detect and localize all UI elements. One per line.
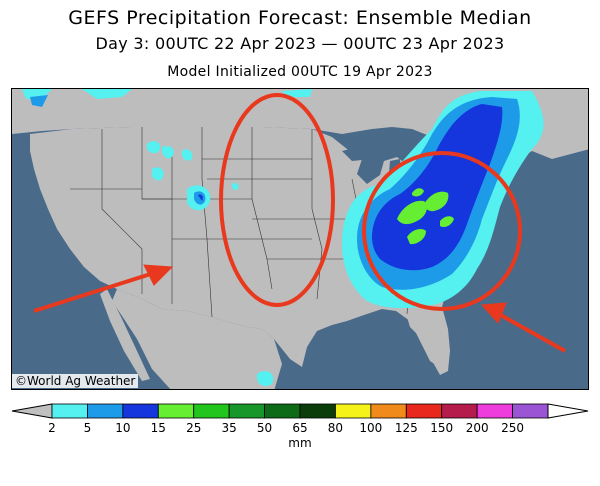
colorbar-swatch	[193, 403, 230, 419]
colorbar-under-triangle	[11, 403, 53, 419]
colorbar-unit: mm	[288, 436, 312, 450]
colorbar-tick-label: 80	[327, 421, 344, 435]
colorbar-swatch	[335, 403, 372, 419]
precipitation-shading	[22, 89, 544, 387]
mexico-land	[112, 289, 282, 389]
florida	[407, 313, 450, 375]
colorbar-swatch	[441, 403, 478, 419]
lake-superior	[342, 141, 407, 161]
highlight-oval-east	[362, 151, 522, 311]
colorbar-swatch	[405, 403, 443, 419]
highlight-oval-plains	[219, 93, 335, 307]
colorbar-swatch	[51, 403, 88, 419]
colorbar-swatch	[157, 403, 195, 419]
baja-peninsula	[100, 289, 150, 381]
colorbar-tick-label: 250	[501, 421, 525, 435]
colorbar-swatch	[87, 403, 124, 419]
colorbar-swatch	[299, 403, 336, 419]
canada-land	[12, 89, 588, 169]
colorbar-tick-label: 50	[256, 421, 273, 435]
annotation-overlay	[33, 93, 566, 353]
colorbar-tick-label: 100	[359, 421, 383, 435]
colorbar-tick-label: 200	[465, 421, 489, 435]
colorbar-swatch	[370, 403, 407, 419]
model-init-label: Model Initialized 00UTC 19 Apr 2023	[167, 64, 433, 80]
colorbar-swatch	[228, 403, 265, 419]
colorbar-swatch	[264, 403, 301, 419]
map-title: GEFS Precipitation Forecast: Ensemble Me…	[68, 7, 532, 29]
arrow-east-head	[480, 302, 507, 324]
colorbar-swatch	[512, 403, 549, 419]
arrow-west-head	[143, 264, 174, 286]
precipitation-map	[11, 88, 589, 390]
colorbar-tick-label: 65	[292, 421, 308, 435]
colorbar-tick-label: 150	[430, 421, 454, 435]
colorbar-tick-label: 2	[48, 421, 56, 435]
credit-label: ©World Ag Weather	[12, 374, 139, 388]
colorbar-tick-label: 5	[83, 421, 92, 435]
map-subtitle: Day 3: 00UTC 22 Apr 2023 — 00UTC 23 Apr …	[95, 34, 505, 53]
colorbar-tick-label: 25	[186, 421, 202, 435]
arrow-west-shaft	[33, 270, 158, 313]
colorbar-swatch	[122, 403, 159, 419]
colorbar-tick-label: 15	[150, 421, 166, 435]
colorbar-swatch	[476, 403, 513, 419]
colorbar-tick-label: 10	[115, 421, 131, 435]
colorbar-tick-label: 35	[221, 421, 237, 435]
colorbar-over-triangle	[547, 403, 589, 419]
arrow-east-shaft	[496, 311, 566, 353]
colorbar-tick-label: 125	[394, 421, 418, 435]
colorbar	[11, 403, 589, 419]
